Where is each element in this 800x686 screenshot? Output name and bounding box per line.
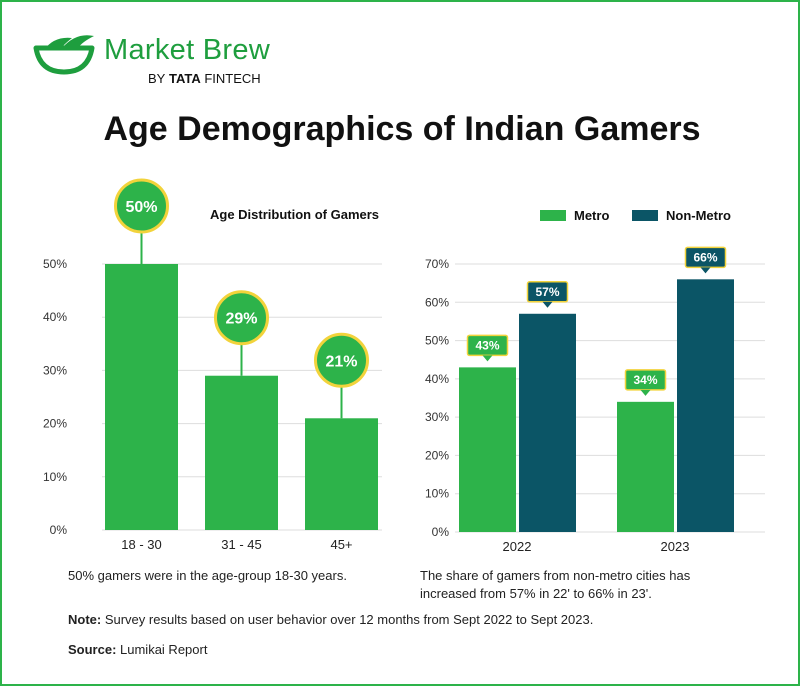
brand-tata: TATA [168,71,201,86]
y-tick-label: 30% [425,410,449,424]
data-label: 34% [633,373,657,387]
brand-name: Market Brew [104,34,271,66]
bar [677,279,734,532]
x-tick-label: 31 - 45 [221,537,261,552]
data-label: 66% [693,250,717,264]
x-tick-label: 18 - 30 [121,537,161,552]
bar [459,367,516,532]
x-tick-label: 2023 [661,539,690,554]
brand-tagline: BY TATA FINTECH [148,71,261,86]
bar [617,401,674,532]
source: Source: Lumikai Report [68,642,207,657]
bar [205,375,278,530]
bar [305,418,378,530]
y-tick-label: 20% [425,448,449,462]
legend-swatch [540,210,566,221]
data-label-tag [526,281,569,303]
data-label-pointer [640,389,651,396]
data-label: 43% [475,338,499,352]
legend-label: Non-Metro [666,208,731,223]
bar [105,264,178,530]
data-label-pointer [482,355,493,362]
y-tick-label: 50% [425,334,449,348]
data-label-pointer [700,267,711,274]
y-tick-label: 20% [43,417,67,431]
metro-split-chart: Metro Non-Metro 0% 10% 20% 30% 40% 50% 60% 70% 43%… [425,208,765,554]
brand-by: BY [148,71,166,86]
data-label-pointer [542,301,553,308]
left-chart-caption: 50% gamers were in the age-group 18-30 y… [68,568,347,583]
left-chart-title: Age Distribution of Gamers [210,207,379,222]
source-text: Lumikai Report [116,642,208,657]
data-label: 57% [535,285,559,299]
page-title: Age Demographics of Indian Gamers [103,110,701,148]
y-tick-label: 70% [425,257,449,271]
data-label: 50% [125,199,157,216]
data-label-tag [684,246,727,269]
x-tick-label: 2022 [503,539,532,554]
brand-logo: Market Brew BY TATA FINTECH [32,28,282,88]
data-label-badge [114,178,169,234]
y-tick-label: 40% [425,372,449,386]
data-label-badge [314,332,369,388]
age-distribution-chart: Age Distribution of Gamers 0% 10% 20% 30% 40%… [43,178,382,552]
y-tick-label: 10% [425,487,449,501]
y-tick-label: 40% [43,310,67,324]
right-caption-line-2: increased from 57% in 22' to 66% in 23'. [420,586,652,601]
x-tick-label: 45+ [330,537,352,552]
y-tick-label: 0% [50,523,68,537]
brand-fintech: FINTECH [204,71,261,86]
right-chart-caption: The share of gamers from non-metro citie… [420,567,690,603]
y-tick-label: 10% [43,470,67,484]
right-caption-line-1: The share of gamers from non-metro citie… [420,568,691,583]
data-label: 29% [225,311,257,328]
note: Note: Survey results based on user behav… [68,612,593,627]
y-tick-label: 30% [43,363,67,377]
bar [519,313,576,532]
data-label: 21% [325,353,357,370]
y-tick-label: 50% [43,257,67,271]
y-tick-label: 0% [432,525,450,539]
note-label: Note: [68,612,102,627]
y-tick-label: 60% [425,295,449,309]
source-label: Source: [68,642,117,657]
data-label-badge [214,290,269,346]
note-text: Survey results based on user behavior ov… [101,612,594,627]
data-label-tag [624,369,667,391]
legend-label: Metro [574,208,609,223]
bowl-icon [33,35,95,75]
legend-swatch [632,210,658,221]
